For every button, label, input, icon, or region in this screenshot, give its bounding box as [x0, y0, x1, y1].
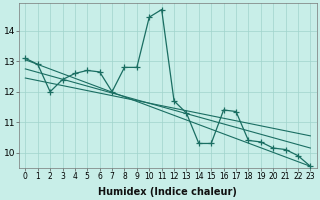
- X-axis label: Humidex (Indice chaleur): Humidex (Indice chaleur): [98, 187, 237, 197]
